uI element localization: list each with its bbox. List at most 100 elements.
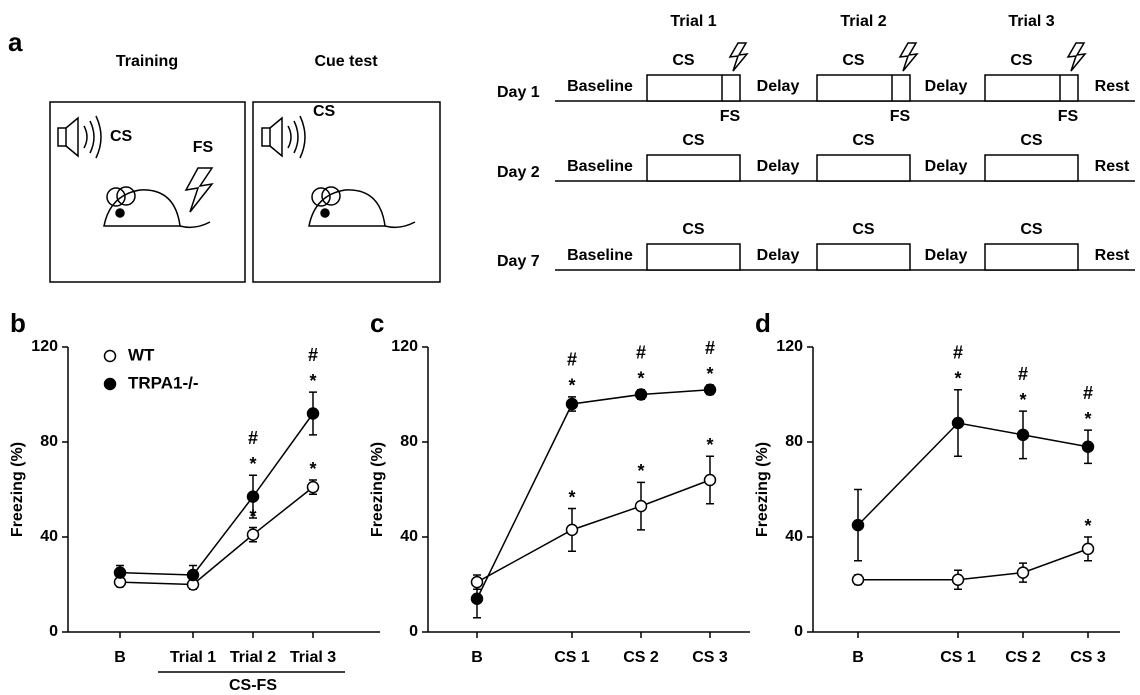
baseline-label: Baseline [567, 158, 633, 175]
y-tick-label: 0 [409, 623, 418, 640]
significance-marker: # [1083, 383, 1093, 403]
cs-label: CS [1020, 221, 1043, 238]
delay-label: Delay [757, 78, 800, 95]
significance-marker: * [568, 487, 575, 507]
data-point [306, 407, 320, 420]
day-label: Day 7 [497, 253, 540, 270]
significance-marker: * [249, 506, 256, 526]
delay-label: Delay [925, 78, 968, 95]
cs-box [984, 243, 1079, 271]
cs-box [816, 154, 911, 182]
x-tick-label: CS 1 [554, 649, 590, 666]
y-axis-label: Freezing (%) [754, 442, 771, 537]
speaker-icon [261, 115, 306, 159]
x-tick-label: B [471, 649, 483, 666]
x-tick-label: B [114, 649, 126, 666]
delay-label: Delay [925, 158, 968, 175]
legend-label: WT [128, 345, 155, 364]
data-point [703, 383, 717, 396]
y-tick-label: 80 [400, 433, 418, 450]
shock-icon [184, 167, 214, 213]
panel-label: c [370, 308, 384, 338]
mouse-icon [308, 186, 416, 229]
data-point [113, 566, 127, 579]
significance-marker: # [705, 338, 715, 358]
baseline-label: Baseline [567, 247, 633, 264]
day-label: Day 2 [497, 164, 540, 181]
day-label: Day 1 [497, 84, 540, 101]
data-point [634, 499, 648, 513]
cs-label: CS [1010, 52, 1033, 69]
data-point [703, 473, 717, 487]
y-tick-label: 80 [785, 433, 803, 450]
significance-marker: # [953, 343, 963, 363]
fs-label: FS [890, 108, 911, 125]
x-tick-label: B [852, 649, 864, 666]
shock-icon [898, 42, 919, 72]
box-title: Cue test [314, 53, 378, 70]
y-tick-label: 120 [776, 338, 803, 355]
data-point [851, 573, 865, 586]
cs-box [646, 74, 741, 102]
data-point [951, 573, 965, 586]
significance-marker: * [637, 461, 644, 481]
delay-label: Delay [757, 247, 800, 264]
x-tick-label: CS 3 [692, 649, 728, 666]
data-point [951, 416, 965, 430]
data-point [1081, 542, 1095, 556]
x-tick-label: CS 2 [623, 649, 659, 666]
data-point [634, 388, 648, 401]
data-point [246, 490, 260, 503]
legend-marker [103, 377, 117, 391]
cs-label: CS [842, 52, 865, 69]
baseline-label: Baseline [567, 78, 633, 95]
cs-label: CS [110, 128, 133, 145]
significance-marker: * [568, 376, 575, 396]
significance-marker: * [954, 369, 961, 389]
delay-label: Delay [757, 158, 800, 175]
significance-marker: # [636, 343, 646, 363]
cs-label: CS [682, 132, 705, 149]
y-tick-label: 120 [391, 338, 418, 355]
data-point [1081, 440, 1095, 453]
significance-marker: # [1018, 364, 1028, 384]
significance-marker: * [309, 371, 316, 391]
data-point [851, 518, 865, 532]
data-point [1016, 428, 1030, 442]
cs-box [984, 154, 1079, 182]
fs-label: FS [193, 139, 214, 156]
fs-label: FS [1058, 108, 1079, 125]
series-line [119, 486, 314, 586]
rest-label: Rest [1095, 247, 1130, 264]
cs-box [816, 74, 911, 102]
data-point [186, 568, 200, 582]
trial-label: Trial 2 [840, 13, 886, 30]
series-line [858, 548, 1089, 581]
x-tick-label: CS 1 [940, 649, 976, 666]
shock-icon [1066, 42, 1087, 72]
panel-label: a [8, 27, 23, 57]
cs-box [646, 243, 741, 271]
significance-marker: * [637, 369, 644, 389]
significance-marker: * [706, 435, 713, 455]
trial-label: Trial 1 [670, 13, 716, 30]
y-tick-label: 40 [785, 528, 803, 545]
significance-marker: * [706, 364, 713, 384]
data-point [565, 523, 579, 537]
fs-label: FS [720, 108, 741, 125]
cs-label: CS [852, 221, 875, 238]
cs-box [816, 243, 911, 271]
delay-label: Delay [925, 247, 968, 264]
cue-box [252, 101, 441, 283]
data-point [565, 397, 579, 411]
x-tick-label: CS 3 [1070, 649, 1106, 666]
box-title: Training [116, 53, 178, 70]
y-tick-label: 80 [40, 433, 58, 450]
cs-label: CS [1020, 132, 1043, 149]
series-line [476, 389, 711, 600]
y-tick-label: 40 [400, 528, 418, 545]
cs-label: CS [682, 221, 705, 238]
y-axis-label: Freezing (%) [369, 442, 386, 537]
data-point [1016, 566, 1030, 579]
